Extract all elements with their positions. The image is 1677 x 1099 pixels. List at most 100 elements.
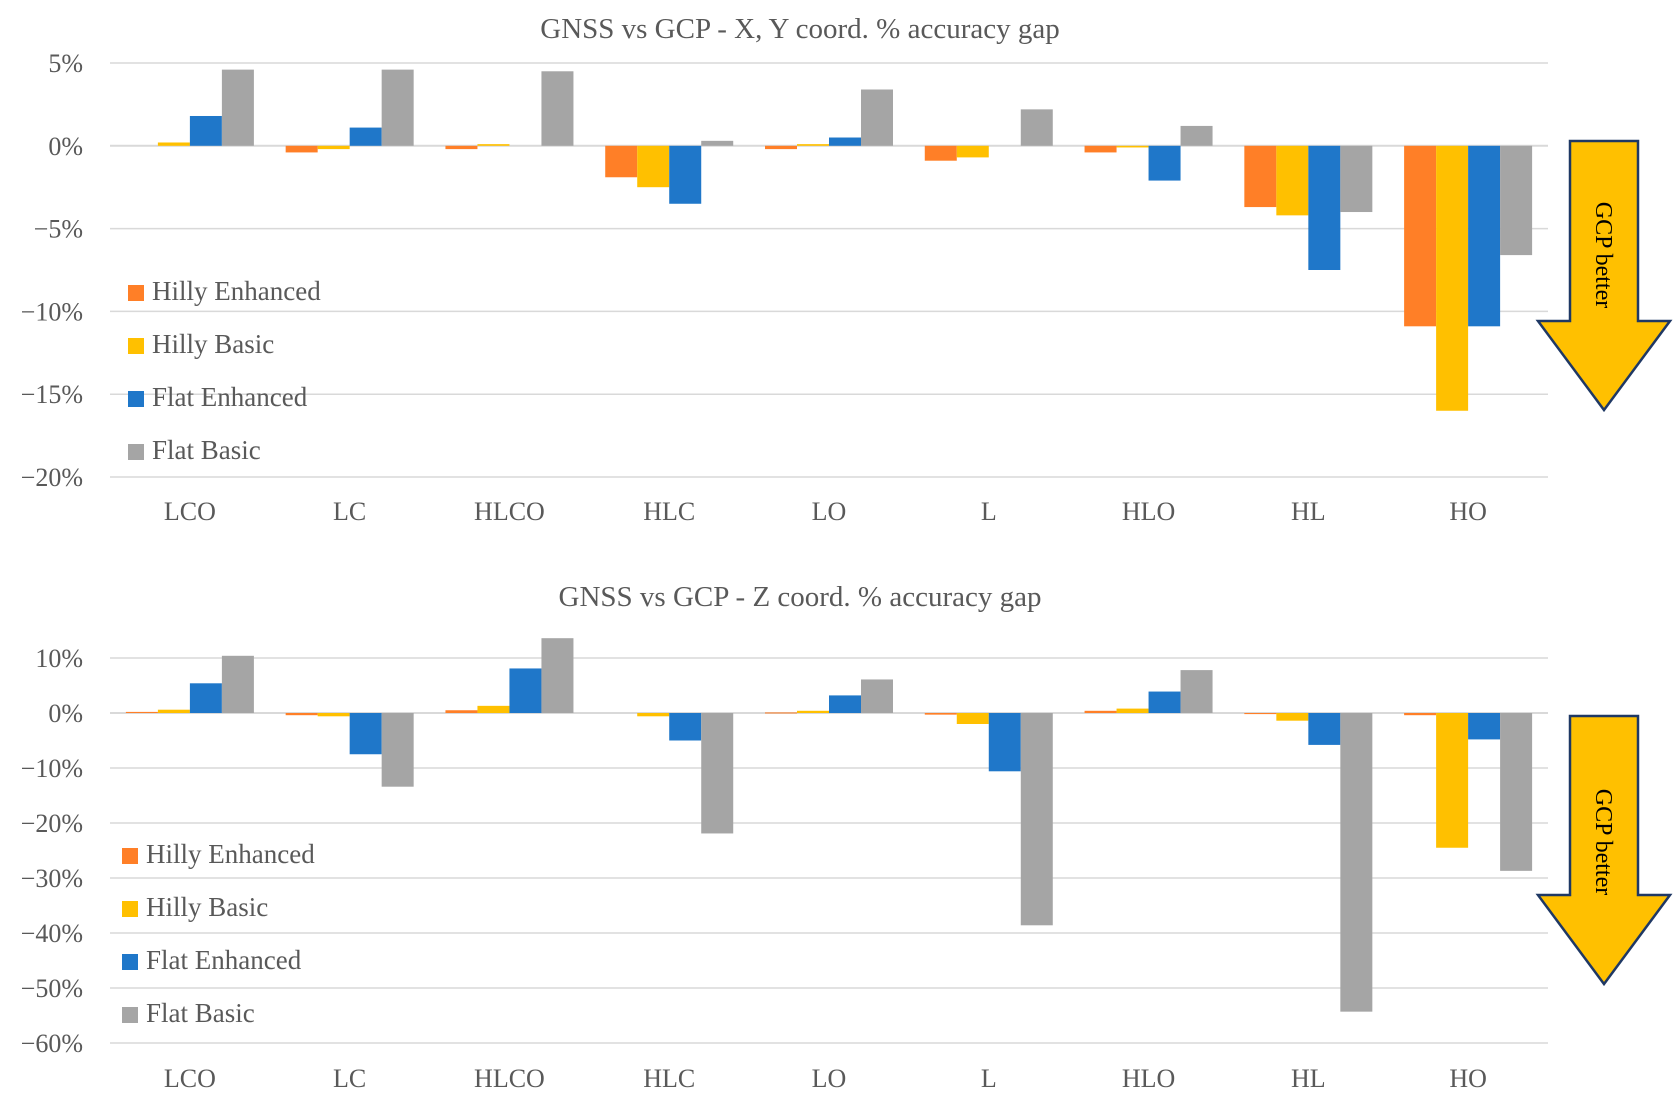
chart-xy-bars bbox=[157, 69, 1533, 411]
chart-z-y-tick-label: 10% bbox=[35, 644, 83, 673]
chart-xy-x-label-hlc: HLC bbox=[643, 497, 695, 526]
chart-z-bar-hlco-hilly-enhanced bbox=[445, 710, 478, 713]
chart-xy-bar-lco-hilly-basic bbox=[157, 142, 190, 146]
chart-z-bar-hl-hilly-basic bbox=[1276, 713, 1309, 721]
chart-z-bar-lo-hilly-enhanced bbox=[765, 712, 797, 714]
chart-xy-y-tick-label: 5% bbox=[48, 49, 83, 78]
chart-z-bar-ho-hilly-basic bbox=[1436, 713, 1469, 848]
chart-z-bar-hlc-flat-basic bbox=[701, 713, 734, 834]
chart-xy-bar-hlo-hilly-enhanced bbox=[1084, 145, 1117, 153]
chart-xy-legend: Hilly Enhanced Hilly Basic Flat Enhanced Fl… bbox=[128, 276, 321, 465]
chart-z-legend-swatch bbox=[122, 848, 138, 864]
chart-xy-y-tick-label: −20% bbox=[21, 463, 83, 492]
chart-xy-x-labels: LCO LC HLCO HLC LO L HLO HL HO bbox=[164, 497, 1487, 526]
chart-xy-bar-ho-hilly-basic bbox=[1436, 145, 1469, 411]
chart-z-bar-hl-hilly-enhanced bbox=[1244, 713, 1277, 715]
chart-xy-x-label-l: L bbox=[981, 497, 997, 526]
chart-z-bar-l-hilly-enhanced bbox=[924, 713, 957, 715]
chart-z-title: GNSS vs GCP - Z coord. % accuracy gap bbox=[559, 581, 1042, 613]
chart-xy-legend-label: Hilly Enhanced bbox=[152, 276, 321, 306]
chart-z-bar-lco-flat-enhanced bbox=[189, 683, 222, 713]
chart-z-bar-lo-hilly-basic bbox=[797, 710, 829, 713]
chart-xy-bar-hlc-hilly-basic bbox=[637, 145, 670, 188]
chart-z-x-label-ho: HO bbox=[1449, 1064, 1487, 1093]
chart-xy-bar-hlo-hilly-basic bbox=[1116, 145, 1149, 148]
chart-xy-x-label-hlo: HLO bbox=[1122, 497, 1175, 526]
down-arrow-icon bbox=[1535, 714, 1673, 987]
chart-xy-bar-hlo-flat-enhanced bbox=[1148, 145, 1181, 181]
chart-xy-bar-hlc-hilly-enhanced bbox=[605, 145, 638, 178]
chart-xy-bar-hlo-flat-basic bbox=[1180, 125, 1213, 146]
chart-z-bar-lc-hilly-basic bbox=[317, 713, 350, 717]
chart-z-bar-lco-flat-basic bbox=[221, 655, 254, 713]
chart-xy-x-label-ho: HO bbox=[1449, 497, 1487, 526]
chart-z-bar-hlc-hilly-basic bbox=[637, 713, 670, 717]
chart-z-bar-ho-hilly-enhanced bbox=[1404, 713, 1437, 716]
chart-z-y-tick-label: −10% bbox=[21, 754, 83, 783]
chart-z-y-tick-label: −40% bbox=[21, 919, 83, 948]
chart-xy-bar-ho-flat-basic bbox=[1500, 145, 1533, 256]
chart-z-x-label-hlo: HLO bbox=[1122, 1064, 1175, 1093]
chart-xy-y-tick-label: −5% bbox=[34, 215, 83, 244]
chart-xy-bar-lo-hilly-basic bbox=[797, 144, 829, 146]
chart-xy-x-label-hl: HL bbox=[1291, 497, 1326, 526]
chart-z-bar-lc-hilly-enhanced bbox=[285, 713, 318, 716]
chart-z-annotation: GCP better bbox=[1590, 789, 1616, 895]
chart-xy-bar-lo-hilly-enhanced bbox=[765, 145, 797, 150]
chart-z-bar-hlco-hilly-basic bbox=[477, 705, 510, 713]
chart-xy-legend-label: Hilly Basic bbox=[152, 329, 274, 359]
chart-z-y-tick-label: −30% bbox=[21, 864, 83, 893]
chart-xy-legend-swatch bbox=[128, 338, 144, 354]
chart-xy-bar-hl-flat-basic bbox=[1340, 145, 1373, 213]
chart-z-bar-hlo-hilly-basic bbox=[1116, 708, 1149, 713]
chart-xy-legend-swatch bbox=[128, 444, 144, 460]
chart-xy-legend-swatch bbox=[128, 391, 144, 407]
chart-z-y-tick-label: −20% bbox=[21, 809, 83, 838]
chart-z-y-ticks: 10% 0% −10% −20% −30% −40% −50% −60% bbox=[21, 644, 83, 1058]
chart-z-legend: Hilly Enhanced Hilly Basic Flat Enhanced Fl… bbox=[122, 839, 315, 1028]
chart-xy: GNSS vs GCP - X, Y coord. % accuracy gap… bbox=[21, 13, 1673, 526]
chart-xy-bar-lc-flat-enhanced bbox=[349, 127, 382, 146]
chart-xy-bar-ho-hilly-enhanced bbox=[1404, 145, 1437, 327]
chart-z-legend-label: Flat Enhanced bbox=[146, 945, 302, 975]
chart-xy-legend-swatch bbox=[128, 285, 144, 301]
chart-z-bar-lc-flat-enhanced bbox=[349, 713, 382, 755]
chart-xy-bar-hl-hilly-basic bbox=[1276, 145, 1309, 216]
chart-z-bar-hl-flat-enhanced bbox=[1308, 713, 1341, 745]
chart-z-bar-lco-hilly-basic bbox=[157, 709, 190, 713]
chart-z-bar-hlc-flat-enhanced bbox=[669, 713, 702, 741]
chart-xy-x-label-lc: LC bbox=[333, 497, 366, 526]
chart-xy-bar-hlc-flat-basic bbox=[701, 140, 734, 146]
chart-xy-y-tick-label: −10% bbox=[21, 297, 83, 326]
chart-z-legend-label: Hilly Basic bbox=[146, 892, 268, 922]
down-arrow-icon bbox=[1535, 139, 1673, 413]
chart-xy-bar-hl-hilly-enhanced bbox=[1244, 145, 1277, 208]
chart-xy-gcp-better-arrow: GCP better bbox=[1535, 139, 1673, 413]
chart-xy-bar-lc-hilly-enhanced bbox=[285, 145, 318, 153]
chart-z-bar-hl-flat-basic bbox=[1340, 713, 1373, 1012]
chart-xy-bar-lo-flat-enhanced bbox=[829, 137, 861, 146]
chart-z-x-label-hlc: HLC bbox=[643, 1064, 695, 1093]
chart-z-bar-lc-flat-basic bbox=[381, 713, 414, 787]
chart-xy-annotation: GCP better bbox=[1590, 202, 1616, 308]
chart-z-x-label-lc: LC bbox=[333, 1064, 366, 1093]
chart-z-bar-l-flat-basic bbox=[1020, 713, 1053, 926]
chart-xy-bar-l-flat-basic bbox=[1020, 109, 1053, 146]
chart-z: GNSS vs GCP - Z coord. % accuracy gap 10… bbox=[21, 581, 1673, 1093]
chart-z-bars bbox=[125, 638, 1533, 1012]
chart-z-bar-hlco-flat-enhanced bbox=[509, 668, 542, 713]
chart-xy-y-ticks: 5% 0% −5% −10% −15% −20% bbox=[21, 49, 83, 492]
chart-xy-y-tick-label: 0% bbox=[48, 132, 83, 161]
chart-xy-title: GNSS vs GCP - X, Y coord. % accuracy gap bbox=[540, 13, 1059, 45]
chart-z-bar-lo-flat-enhanced bbox=[829, 695, 861, 713]
chart-z-legend-label: Flat Basic bbox=[146, 998, 255, 1028]
chart-xy-bar-ho-flat-enhanced bbox=[1468, 145, 1501, 327]
chart-z-bar-l-flat-enhanced bbox=[988, 713, 1021, 772]
chart-z-gcp-better-arrow: GCP better bbox=[1535, 714, 1673, 987]
chart-z-bar-lo-flat-basic bbox=[861, 679, 893, 713]
chart-xy-bar-lco-flat-enhanced bbox=[189, 115, 222, 146]
chart-z-bar-ho-flat-enhanced bbox=[1468, 713, 1501, 740]
chart-z-legend-swatch bbox=[122, 954, 138, 970]
